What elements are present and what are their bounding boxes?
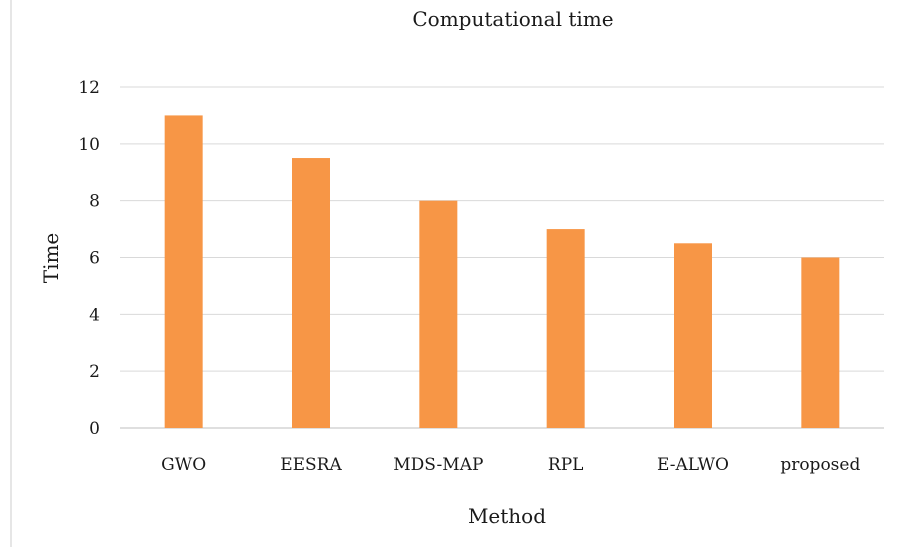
- bar-eesra: [292, 158, 330, 428]
- y-tick-label: 12: [78, 78, 100, 98]
- x-tick-label: E-ALWO: [657, 455, 729, 475]
- y-tick-label: 4: [89, 305, 100, 325]
- y-axis-title: Time: [39, 233, 63, 284]
- bar-proposed: [801, 257, 840, 428]
- bar-e-alwo: [674, 243, 712, 428]
- bar-rpl: [546, 229, 585, 428]
- y-tick-label: 2: [89, 362, 100, 382]
- left-border: [10, 0, 12, 547]
- y-tick-labels: 0 2 4 6 8 10 12: [78, 78, 100, 439]
- chart-title: Computational time: [412, 7, 613, 31]
- bars: [164, 115, 840, 429]
- x-axis-title: Method: [468, 504, 546, 528]
- x-tick-label: MDS-MAP: [393, 455, 483, 475]
- y-tick-label: 6: [89, 249, 100, 269]
- x-tick-label: GWO: [161, 455, 206, 475]
- bar-mds-map: [419, 200, 458, 428]
- y-tick-label: 10: [78, 135, 100, 155]
- y-tick-label: 0: [89, 419, 100, 439]
- x-tick-label: proposed: [780, 455, 860, 475]
- x-tick-labels: GWO EESRA MDS-MAP RPL E-ALWO proposed: [161, 455, 860, 475]
- x-tick-label: EESRA: [280, 455, 342, 475]
- bar-gwo: [164, 115, 203, 429]
- y-tick-label: 8: [89, 192, 100, 212]
- gridlines: [120, 86, 884, 429]
- x-tick-label: RPL: [548, 455, 584, 475]
